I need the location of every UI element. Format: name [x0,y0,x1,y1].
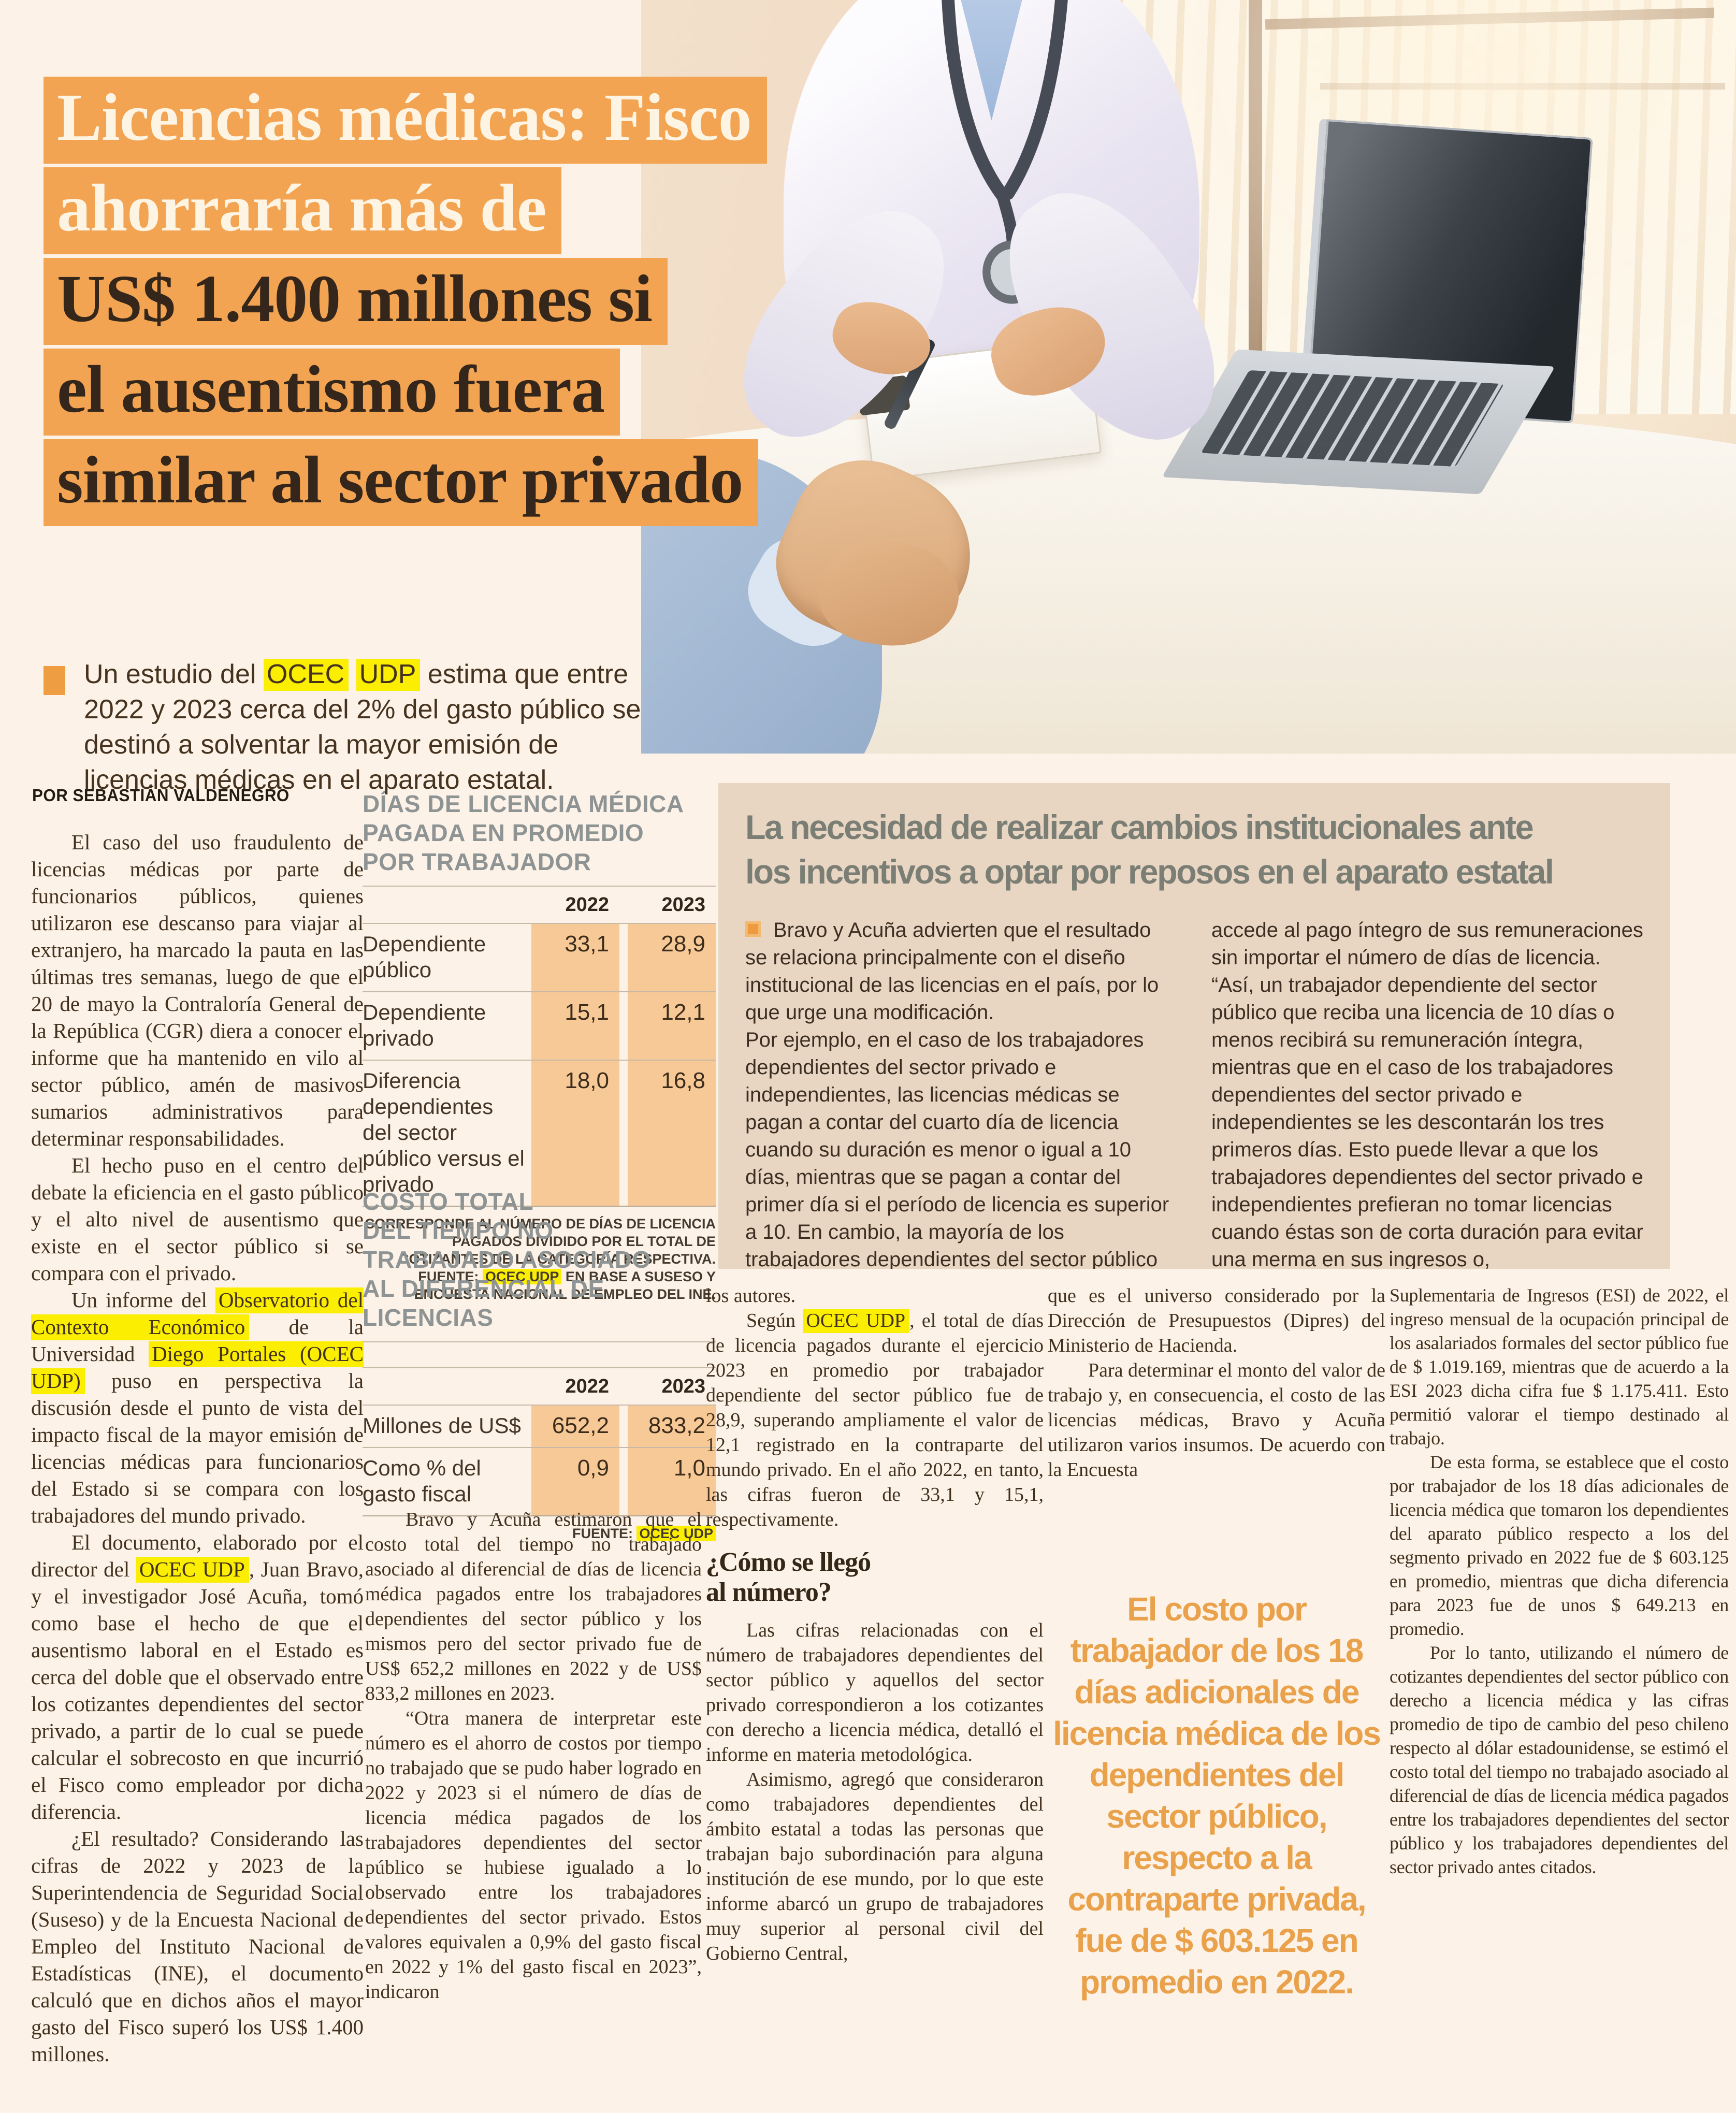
row-label: Como % del gasto fiscal [363,1456,481,1506]
paragraph: Por ejemplo, en el caso de los trabajado… [745,919,1643,1269]
highlight-udp: UDP [356,659,421,691]
article-column-1: El caso del uso fraudulento de licencias… [31,829,364,2094]
byline: POR SEBASTIÁN VALDENEGRO [32,786,290,805]
divider [363,1367,716,1368]
table-row: Millones de US$ 652,2 833,2 [363,1405,716,1447]
column-header-2023: 2023 [661,894,705,916]
article-column-3: los autores. Según OCEC UDP, el total de… [706,1283,1044,2104]
table-costo-total: COSTO TOTAL DEL TIEMPO NO TRABAJADO ASOC… [363,1187,716,1542]
paragraph: Asimismo, agregó que consideraron como t… [706,1769,1044,1964]
highlight-ocec-udp: OCEC UDP [803,1309,910,1333]
box-bullet-icon [745,921,761,937]
table-title: COSTO TOTAL DEL TIEMPO NO TRABAJADO ASOC… [363,1188,651,1331]
table-footnote: FUENTE: OCEC UDP [363,1525,716,1542]
paragraph: Las cifras relacionadas con el número de… [706,1619,1044,1765]
table-dias-licencia-medica: DÍAS DE LICENCIA MÉDICA PAGADA EN PROMED… [363,789,716,1303]
row-label: Diferencia dependientes del sector públi… [363,1068,525,1196]
value-2023: 12,1 [628,992,716,1060]
table-row: Como % del gasto fiscal 0,9 1,0 [363,1447,716,1515]
value-2022: 652,2 [531,1406,619,1447]
headline-line-4: el ausentismo fuera [44,349,620,436]
paragraph: Según OCEC UDP, el total de días de lice… [706,1309,1044,1530]
table-title: DÍAS DE LICENCIA MÉDICA PAGADA EN PROMED… [363,790,684,875]
paragraph: De esta forma, se establece que el costo… [1390,1452,1729,1639]
value-2023: 1,0 [628,1448,716,1515]
paragraph: El caso del uso fraudulento de licencias… [31,830,364,1150]
paragraph: Bravo y Acuña estimaron que el costo tot… [365,1509,702,1704]
headline-line-5: similar al sector privado [44,439,759,526]
paragraph: “Así, un trabajador dependiente del sect… [1211,974,1643,1269]
row-label: Dependiente privado [363,1000,486,1050]
article-column-4: que es el universo considerado por la Di… [1048,1283,1385,2104]
paragraph: Un informe del Observatorio del Contexto… [31,1287,364,1527]
subheadline: ¿Cómo se llegó al número? [706,1547,871,1607]
highlight-ocec: OCEC [263,659,349,691]
paragraph: “Otra manera de interpretar este número … [365,1707,702,2003]
table-row: Dependiente privado 15,1 12,1 [363,991,716,1060]
paragraph: Suplementaria de Ingresos (ESI) de 2022,… [1390,1285,1729,1449]
divider [363,1206,716,1207]
value-2023: 833,2 [628,1406,716,1447]
value-2022: 18,0 [531,1061,619,1206]
value-2023: 28,9 [628,924,716,991]
feature-box: La necesidad de realizar cambios institu… [718,783,1670,1269]
paragraph: Bravo y Acuña advierten que el resultado… [745,919,1159,1024]
feature-box-body: Bravo y Acuña advierten que el resultado… [745,917,1643,1269]
paragraph: ¿El resultado? Considerando las cifras d… [31,1827,364,2066]
value-2022: 0,9 [531,1448,619,1515]
table-footnote: CORRESPONDE AL NÚMERO DE DÍAS DE LICENCI… [364,1216,716,1302]
row-label: Millones de US$ [363,1413,521,1438]
laptop-keyboard [1201,370,1505,467]
doctor-consultation-photo [641,0,1736,754]
summary-text: Un estudio del [84,659,264,689]
highlight-fuente-ocec: OCEC UDP [482,1269,562,1284]
table-header-row: 2022 2023 [363,887,716,923]
article-summary: Un estudio del OCEC UDP estima que entre… [84,657,661,798]
highlight-fuente-ocec: OCEC UDP [636,1526,716,1541]
highlight-ocec-udp: OCEC UDP [136,1557,249,1583]
row-label: Dependiente público [363,932,486,982]
pull-quote: El costo por trabajador de los 18 días a… [1053,1590,1381,2001]
table-row: Diferencia dependientes del sector públi… [363,1060,716,1206]
table-header-row: 2022 2023 [363,1368,716,1405]
headline: Licencias médicas: Fisco ahorraría más d… [44,77,767,530]
summary-text: estima que entre 2022 y 2023 cerca del 2… [84,659,641,795]
paragraph: Para determinar el monto del valor de tr… [1048,1359,1385,1481]
paragraph: los autores. [706,1285,796,1307]
headline-line-3: US$ 1.400 millones si [44,258,668,345]
headline-line-2: ahorraría más de [44,167,562,254]
divider [363,886,716,887]
paragraph: El documento, elaborado por el director … [31,1530,364,1823]
article-column-2: Bravo y Acuña estimaron que el costo tot… [365,1507,702,2104]
paragraph: El hecho puso en el centro del debate la… [31,1153,364,1285]
divider [363,1341,716,1342]
divider [363,1515,716,1516]
article-column-5: Suplementaria de Ingresos (ESI) de 2022,… [1390,1283,1729,2094]
column-header-2023: 2023 [661,1376,705,1397]
column-header-2022: 2022 [565,1376,609,1397]
summary-bullet-icon [44,666,65,695]
paragraph: Por lo tanto, utilizando el número de co… [1390,1642,1729,1877]
value-2022: 33,1 [531,924,619,991]
paragraph: que es el universo considerado por la Di… [1048,1285,1385,1356]
table-row: Dependiente público 33,1 28,9 [363,923,716,991]
headline-line-1: Licencias médicas: Fisco [44,77,767,164]
value-2022: 15,1 [531,992,619,1060]
column-header-2022: 2022 [565,894,609,916]
value-2023: 16,8 [628,1061,716,1206]
feature-box-heading: La necesidad de realizar cambios institu… [745,808,1554,891]
